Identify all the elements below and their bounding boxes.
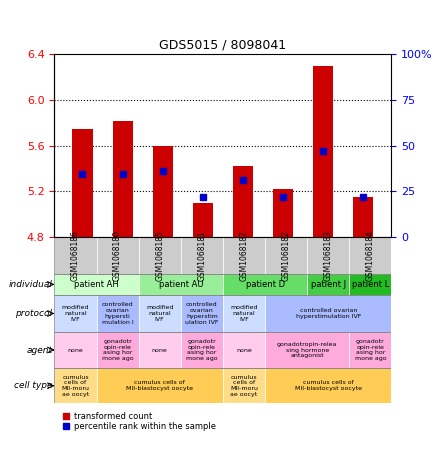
FancyBboxPatch shape (54, 274, 138, 295)
FancyBboxPatch shape (264, 332, 349, 368)
FancyBboxPatch shape (222, 368, 264, 403)
Text: none: none (67, 347, 83, 352)
Text: cumulus
cells of
MII-moru
ae oocyt: cumulus cells of MII-moru ae oocyt (61, 375, 89, 397)
FancyBboxPatch shape (264, 295, 391, 332)
FancyBboxPatch shape (96, 332, 138, 368)
Text: patient AH: patient AH (74, 280, 118, 289)
Text: gonadotropin-relea
sing hormone
antagonist: gonadotropin-relea sing hormone antagoni… (276, 342, 337, 358)
FancyBboxPatch shape (349, 332, 391, 368)
Text: GSM1068180: GSM1068180 (113, 230, 122, 281)
FancyBboxPatch shape (222, 295, 264, 332)
FancyBboxPatch shape (264, 237, 306, 274)
FancyBboxPatch shape (264, 368, 391, 403)
Text: modified
natural
IVF: modified natural IVF (146, 305, 173, 322)
Text: protocol: protocol (15, 309, 52, 318)
Text: patient L: patient L (351, 280, 388, 289)
Text: GSM1068182: GSM1068182 (281, 230, 290, 281)
Bar (152, 146, 172, 237)
Text: GSM1068184: GSM1068184 (365, 230, 374, 281)
Text: cumulus cells of
MII-blastocyst oocyte: cumulus cells of MII-blastocyst oocyte (126, 381, 193, 391)
Bar (312, 66, 332, 237)
FancyBboxPatch shape (181, 295, 222, 332)
FancyBboxPatch shape (96, 237, 138, 274)
Text: gonadotr
opin-rele
asing hor
mone ago: gonadotr opin-rele asing hor mone ago (186, 339, 217, 361)
Text: cumulus cells of
MII-blastocyst oocyte: cumulus cells of MII-blastocyst oocyte (294, 381, 361, 391)
Bar (112, 120, 132, 237)
FancyBboxPatch shape (222, 274, 306, 295)
FancyBboxPatch shape (306, 237, 349, 274)
Text: GSM1068186: GSM1068186 (71, 230, 80, 281)
Text: agent: agent (26, 346, 52, 355)
FancyBboxPatch shape (349, 237, 391, 274)
Text: patient J: patient J (310, 280, 345, 289)
Bar (72, 129, 92, 237)
FancyBboxPatch shape (138, 274, 222, 295)
FancyBboxPatch shape (138, 295, 181, 332)
Text: gonadotr
opin-rele
asing hor
mone ago: gonadotr opin-rele asing hor mone ago (102, 339, 133, 361)
Text: individual: individual (9, 280, 52, 289)
Bar (352, 197, 372, 237)
Text: patient D: patient D (245, 280, 284, 289)
Bar (233, 166, 253, 237)
Text: gonadotr
opin-rele
asing hor
mone ago: gonadotr opin-rele asing hor mone ago (354, 339, 385, 361)
Text: cell type: cell type (14, 381, 52, 390)
FancyBboxPatch shape (54, 368, 96, 403)
Text: percentile rank within the sample: percentile rank within the sample (74, 422, 216, 431)
Text: controlled ovarian
hyperstimulation IVF: controlled ovarian hyperstimulation IVF (295, 308, 360, 319)
Bar (273, 189, 293, 237)
Text: modified
natural
IVF: modified natural IVF (230, 305, 257, 322)
Text: GSM1068183: GSM1068183 (323, 230, 332, 281)
Text: transformed count: transformed count (74, 412, 152, 421)
FancyBboxPatch shape (138, 237, 181, 274)
Text: none: none (151, 347, 167, 352)
FancyBboxPatch shape (96, 368, 222, 403)
Text: GSM1068185: GSM1068185 (155, 230, 164, 281)
FancyBboxPatch shape (54, 332, 96, 368)
Text: cumulus
cells of
MII-moru
ae oocyt: cumulus cells of MII-moru ae oocyt (230, 375, 257, 397)
Title: GDS5015 / 8098041: GDS5015 / 8098041 (159, 39, 286, 52)
FancyBboxPatch shape (96, 295, 138, 332)
FancyBboxPatch shape (306, 274, 349, 295)
Text: none: none (236, 347, 251, 352)
Text: patient AU: patient AU (158, 280, 203, 289)
FancyBboxPatch shape (222, 237, 264, 274)
Text: controlled
ovarian
hypersti
mulation I: controlled ovarian hypersti mulation I (102, 302, 133, 325)
Text: GSM1068187: GSM1068187 (239, 230, 248, 281)
FancyBboxPatch shape (349, 274, 391, 295)
FancyBboxPatch shape (138, 332, 181, 368)
FancyBboxPatch shape (54, 295, 96, 332)
FancyBboxPatch shape (54, 237, 96, 274)
FancyBboxPatch shape (181, 332, 222, 368)
Text: modified
natural
IVF: modified natural IVF (62, 305, 89, 322)
Text: GSM1068181: GSM1068181 (197, 230, 206, 281)
FancyBboxPatch shape (181, 237, 222, 274)
Text: controlled
ovarian
hyperstim
ulation IVF: controlled ovarian hyperstim ulation IVF (185, 302, 218, 325)
FancyBboxPatch shape (222, 332, 264, 368)
Bar (192, 203, 212, 237)
